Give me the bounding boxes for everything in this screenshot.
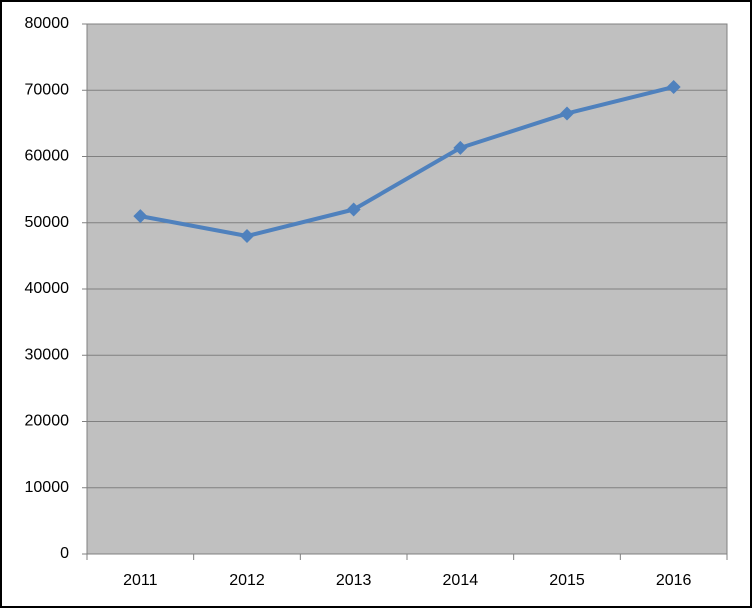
x-tick-label: 2016 [656,572,692,589]
y-tick-label: 40000 [25,280,70,297]
data-point [133,209,148,224]
y-tick-label: 80000 [25,15,70,32]
data-point [666,79,681,94]
y-tick-label: 30000 [25,346,70,363]
y-tick-label: 70000 [25,81,70,98]
data-point [560,106,574,121]
x-tick-label: 2015 [549,572,585,589]
y-tick-label: 50000 [25,214,70,231]
y-tick-label: 10000 [25,479,70,496]
y-tick-label: 0 [60,545,69,562]
data-line [139,84,675,238]
x-tick-label: 2014 [443,572,479,589]
data-point [346,202,361,217]
x-tick-label: 2012 [229,572,265,589]
x-tick-label: 2013 [336,572,372,589]
x-tick-label: 2011 [123,572,158,589]
data-point [453,140,468,155]
data-point [240,229,254,243]
y-tick-label: 60000 [25,148,70,165]
y-tick-label: 20000 [25,413,70,430]
